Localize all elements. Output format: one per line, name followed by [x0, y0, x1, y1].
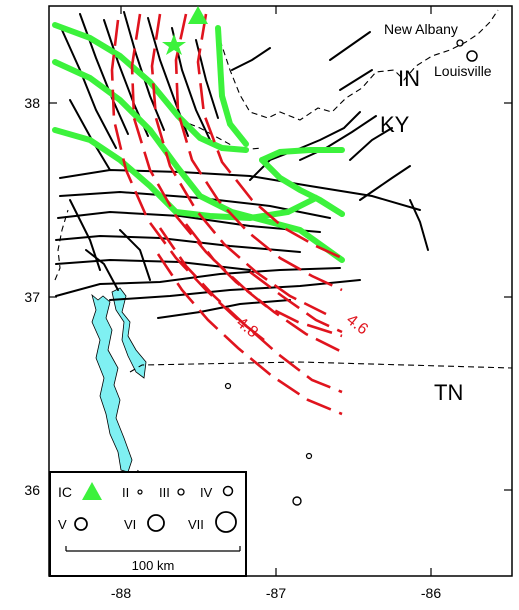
- legend-v-label: V: [58, 517, 67, 532]
- y-tick-37: 37: [24, 289, 40, 305]
- y-tick-36: 36: [24, 482, 40, 498]
- obs-louisville: [466, 50, 478, 62]
- legend-iii-circle: [177, 488, 185, 496]
- river-west: [91, 293, 133, 473]
- legend-ic-label: IC: [58, 484, 72, 500]
- legend-ii-circle: [137, 489, 143, 495]
- state-ky-label: KY: [380, 112, 410, 137]
- obs-new-albany: [456, 39, 464, 47]
- ic-triangle-marker: [188, 6, 208, 24]
- y-tick-38: 38: [24, 95, 40, 111]
- boundary-ohio-river: [219, 9, 499, 121]
- legend-ii-label: II: [122, 485, 129, 500]
- legend-ic-triangle: [82, 482, 102, 500]
- x-tick-86: -86: [421, 585, 441, 601]
- legend-vii-label: VII: [188, 517, 204, 532]
- scale-bar: [65, 546, 241, 552]
- legend-vi-label: VI: [124, 517, 136, 532]
- star-marker: [162, 34, 186, 55]
- red-contours: [110, 13, 343, 416]
- legend-iv-circle: [222, 485, 234, 497]
- obs-point-3: [292, 496, 302, 506]
- legend: IC II III IV V VI VII 100 km: [49, 471, 247, 577]
- boundary-ky-tn: [129, 361, 513, 373]
- city-new-albany: New Albany: [384, 21, 458, 37]
- green-curves: [52, 22, 345, 263]
- city-louisville: Louisville: [434, 63, 492, 79]
- obs-point-2: [305, 452, 313, 460]
- river-east: [111, 287, 147, 379]
- obs-point-1: [224, 382, 232, 390]
- state-tn-label: TN: [434, 380, 463, 405]
- x-tick-87: -87: [266, 585, 286, 601]
- legend-vi-circle: [147, 514, 165, 532]
- state-in-label: IN: [398, 66, 420, 91]
- legend-v-circle: [74, 517, 88, 531]
- x-tick-88: -88: [111, 585, 131, 601]
- legend-iv-label: IV: [200, 485, 213, 500]
- scale-label: 100 km: [132, 558, 175, 573]
- legend-vii-circle: [215, 511, 237, 533]
- boundary-west-river: [54, 209, 69, 281]
- legend-iii-label: III: [159, 485, 170, 500]
